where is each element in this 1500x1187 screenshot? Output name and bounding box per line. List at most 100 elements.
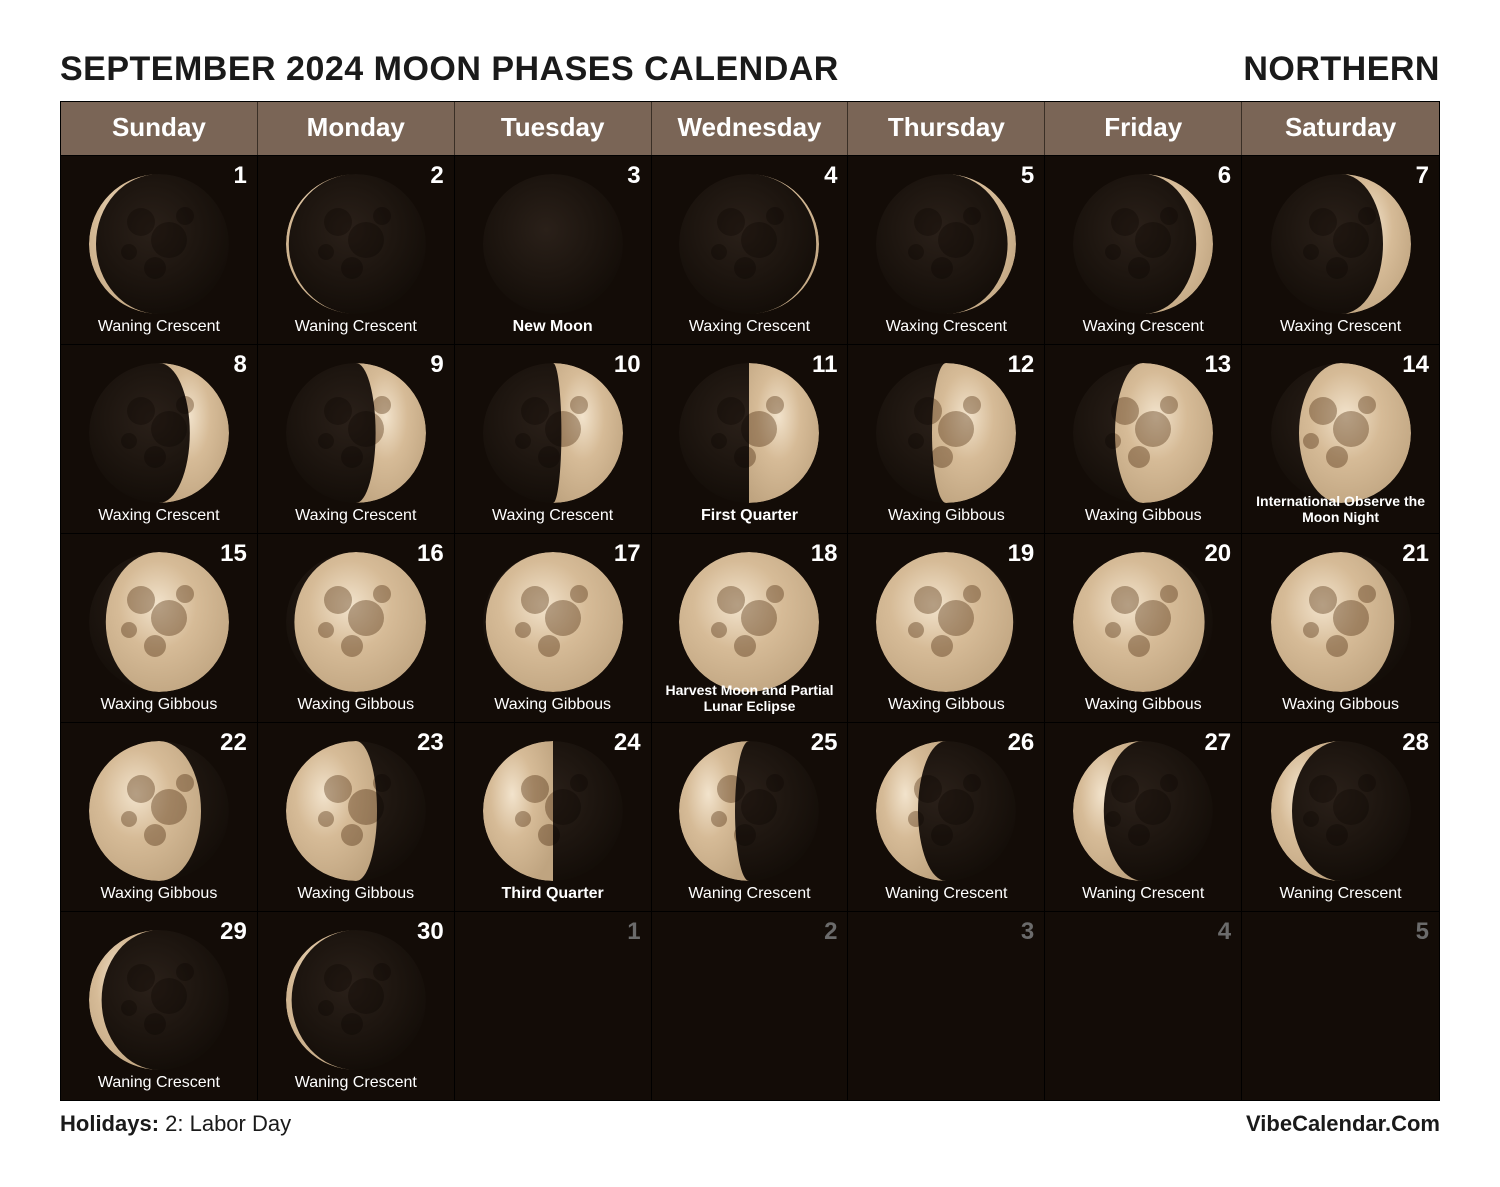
calendar-grid: 1 Waning Crescent2	[61, 155, 1439, 1100]
calendar-cell: 9 Waxing Crescent	[258, 344, 455, 533]
calendar-cell: 4 Waxing Crescent	[652, 155, 849, 344]
day-number: 3	[1021, 918, 1034, 946]
phase-label: Waning Crescent	[61, 318, 257, 336]
phase-label: Waxing Gibbous	[258, 696, 454, 714]
calendar-cell: 12 Waxing Gibbous	[848, 344, 1045, 533]
hemisphere-label: NORTHERN	[1243, 50, 1440, 89]
moon-icon	[652, 552, 848, 692]
phase-label: Waning Crescent	[848, 885, 1044, 903]
moon-icon	[1242, 741, 1439, 881]
moon-icon	[455, 741, 651, 881]
calendar-cell: 28 Waning Crescent	[1242, 722, 1439, 911]
day-number: 10	[614, 351, 641, 379]
phase-label: Waxing Gibbous	[1045, 696, 1241, 714]
source-label: VibeCalendar.Com	[1246, 1111, 1440, 1137]
phase-label: Waning Crescent	[1242, 885, 1439, 903]
calendar-cell: 27 Waning Crescent	[1045, 722, 1242, 911]
phase-label: Waxing Crescent	[258, 507, 454, 525]
day-number: 13	[1204, 351, 1231, 379]
day-number: 2	[824, 918, 837, 946]
day-number: 21	[1402, 540, 1429, 568]
day-number: 2	[430, 162, 443, 190]
holidays-prefix: Holidays:	[60, 1111, 159, 1136]
day-number: 27	[1204, 729, 1231, 757]
moon-icon	[455, 174, 651, 314]
moon-icon	[652, 363, 848, 503]
moon-icon	[1045, 552, 1241, 692]
day-number: 4	[824, 162, 837, 190]
day-number: 12	[1008, 351, 1035, 379]
day-number: 5	[1416, 918, 1429, 946]
day-number: 14	[1402, 351, 1429, 379]
moon-icon	[61, 552, 257, 692]
moon-icon	[258, 174, 454, 314]
calendar-cell: 6 Waxing Crescent	[1045, 155, 1242, 344]
page-title: SEPTEMBER 2024 MOON PHASES CALENDAR	[60, 50, 839, 89]
phase-label: Waxing Gibbous	[848, 507, 1044, 525]
calendar-cell: 17 Waxing Gibbous	[455, 533, 652, 722]
day-number: 30	[417, 918, 444, 946]
calendar-cell: 30 Waning Crescent	[258, 911, 455, 1100]
moon-icon	[848, 552, 1044, 692]
calendar-cell: 8 Waxing Crescent	[61, 344, 258, 533]
day-number: 7	[1416, 162, 1429, 190]
calendar-cell: 2 Waning Crescent	[258, 155, 455, 344]
calendar-cell: 21 Waxing Gibbous	[1242, 533, 1439, 722]
weekday-header: Friday	[1045, 102, 1242, 155]
calendar-cell: 15 Waxing Gibbous	[61, 533, 258, 722]
day-number: 5	[1021, 162, 1034, 190]
moon-icon	[1242, 174, 1439, 314]
moon-icon	[1045, 363, 1241, 503]
calendar-cell: 2	[652, 911, 849, 1100]
moon-icon	[848, 741, 1044, 881]
day-number: 15	[220, 540, 247, 568]
moon-icon	[455, 363, 651, 503]
holidays-text: 2: Labor Day	[159, 1111, 291, 1136]
day-number: 4	[1218, 918, 1231, 946]
day-number: 9	[430, 351, 443, 379]
moon-icon	[1045, 741, 1241, 881]
calendar-cell: 16 Waxing Gibbous	[258, 533, 455, 722]
phase-label: Waxing Crescent	[1045, 318, 1241, 336]
moon-icon	[848, 174, 1044, 314]
holidays-line: Holidays: 2: Labor Day	[60, 1111, 291, 1137]
moon-icon	[1242, 552, 1439, 692]
weekday-header: Sunday	[61, 102, 258, 155]
phase-label: Waxing Gibbous	[258, 885, 454, 903]
phase-label: Waxing Gibbous	[61, 885, 257, 903]
phase-label: Waxing Crescent	[455, 507, 651, 525]
moon-icon	[455, 552, 651, 692]
phase-label: Waxing Gibbous	[1045, 507, 1241, 525]
phase-label: Waxing Gibbous	[61, 696, 257, 714]
footer-row: Holidays: 2: Labor Day VibeCalendar.Com	[60, 1111, 1440, 1137]
calendar: SundayMondayTuesdayWednesdayThursdayFrid…	[60, 101, 1440, 1101]
calendar-cell: 29 Waning Crescent	[61, 911, 258, 1100]
calendar-cell: 5 Waxing Crescent	[848, 155, 1045, 344]
moon-icon	[652, 174, 848, 314]
weekday-header: Wednesday	[652, 102, 849, 155]
phase-label: Waxing Gibbous	[1242, 696, 1439, 714]
calendar-cell: 25 Waning Crescent	[652, 722, 849, 911]
day-number: 26	[1008, 729, 1035, 757]
moon-icon	[1045, 174, 1241, 314]
phase-label: Harvest Moon and Partial Lunar Eclipse	[652, 682, 848, 714]
day-number: 16	[417, 540, 444, 568]
day-number: 11	[812, 351, 837, 379]
day-number: 17	[614, 540, 641, 568]
calendar-cell: 20 Waxing Gibbous	[1045, 533, 1242, 722]
day-number: 3	[627, 162, 640, 190]
phase-label: Waning Crescent	[258, 1074, 454, 1092]
calendar-cell: 24 Third Quarter	[455, 722, 652, 911]
moon-icon	[258, 363, 454, 503]
phase-label: Third Quarter	[455, 885, 651, 903]
moon-icon	[1242, 363, 1439, 503]
weekday-header: Monday	[258, 102, 455, 155]
phase-label: Waning Crescent	[1045, 885, 1241, 903]
day-number: 18	[811, 540, 838, 568]
phase-label: Waxing Crescent	[61, 507, 257, 525]
calendar-cell: 14 International Observe the	[1242, 344, 1439, 533]
phase-label: Waxing Gibbous	[455, 696, 651, 714]
calendar-cell: 23 Waxing Gibbous	[258, 722, 455, 911]
phase-label: Waxing Crescent	[848, 318, 1044, 336]
calendar-cell: 4	[1045, 911, 1242, 1100]
